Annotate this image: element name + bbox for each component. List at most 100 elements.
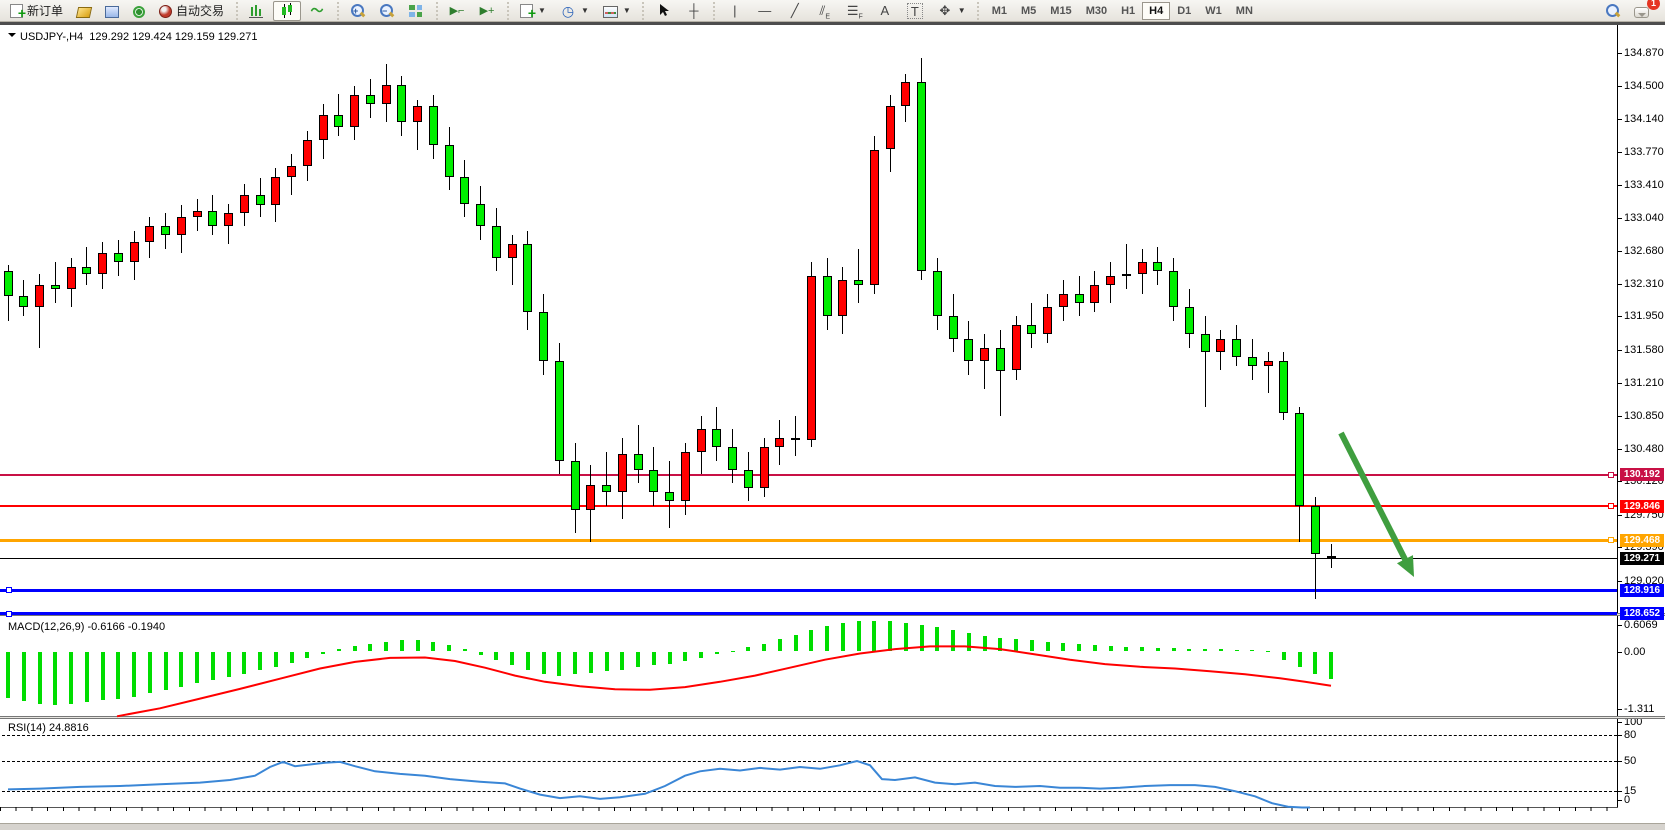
text-label-tool-button[interactable]: T <box>901 1 929 21</box>
chart-window-button[interactable] <box>99 1 125 21</box>
macd-histogram-bar <box>1092 644 1097 652</box>
candle-body <box>680 451 690 502</box>
arrows-tool-button[interactable]: ✥ ▼ <box>931 1 972 21</box>
candle-body <box>1326 556 1336 559</box>
timeframe-button-w1[interactable]: W1 <box>1205 4 1222 17</box>
price-hline[interactable] <box>0 473 1617 476</box>
cursor-tool-button[interactable] <box>650 1 678 21</box>
panel-splitter[interactable] <box>0 716 1665 719</box>
macd-histogram-bar <box>352 646 357 652</box>
candle-wick <box>984 334 985 389</box>
macd-histogram-bar <box>1297 651 1302 667</box>
price-hline[interactable] <box>0 557 1617 559</box>
candle-body <box>1263 361 1273 366</box>
price-tick <box>1618 86 1622 88</box>
macd-histogram-bar <box>746 647 751 652</box>
macd-histogram-bar <box>494 651 499 661</box>
toolbar-separator <box>975 1 981 20</box>
candle-body <box>570 460 580 511</box>
candle-body <box>413 106 422 123</box>
macd-histogram-bar <box>21 651 26 701</box>
rsi-panel[interactable] <box>0 720 1617 807</box>
macd-histogram-bar <box>573 651 577 675</box>
macd-histogram-bar <box>1171 647 1176 652</box>
fibonacci-icon: ☰F <box>846 2 863 21</box>
rsi-level-dash <box>2 791 1617 793</box>
arrows-icon: ✥ <box>939 2 951 18</box>
zoom-in-button[interactable]: + <box>344 1 371 21</box>
tile-windows-icon <box>408 2 425 19</box>
channel-tool-button[interactable]: ⫽E <box>811 1 839 21</box>
chart-shift-button[interactable]: ▶⌐ <box>443 1 471 21</box>
timeframe-button-m1[interactable]: M1 <box>991 4 1007 17</box>
rsi-level-dash <box>2 761 1617 762</box>
price-tick <box>1618 383 1622 385</box>
candle-body <box>743 469 753 488</box>
candle-body <box>885 106 895 150</box>
signals-button[interactable] <box>127 1 151 21</box>
zoom-out-icon: − <box>379 3 394 18</box>
text-tool-button[interactable]: A <box>871 1 899 21</box>
line-chart-button[interactable]: 〜 <box>303 1 331 21</box>
macd-histogram-bar <box>919 624 924 652</box>
zoom-out-button[interactable]: − <box>373 1 400 21</box>
macd-histogram-bar <box>541 651 546 674</box>
macd-histogram-bar <box>982 636 987 652</box>
signal-waves-icon <box>133 5 146 18</box>
timeframe-button-h4[interactable]: H4 <box>1142 1 1171 20</box>
market-watch-button[interactable] <box>71 1 97 21</box>
vertical-line-tool-button[interactable]: | <box>721 1 749 21</box>
chart-symbol-header[interactable]: USDJPY-,H4 129.292 129.424 129.159 129.2… <box>8 31 258 43</box>
line-anchor-handle[interactable] <box>1608 471 1614 478</box>
timeframe-button-h1[interactable]: H1 <box>1121 4 1136 17</box>
macd-histogram-bar <box>856 621 861 652</box>
price-tick <box>1618 218 1622 220</box>
price-line-label: 129.846 <box>1620 499 1664 513</box>
bar-chart-button[interactable] <box>243 1 271 21</box>
price-tick-label: 133.410 <box>1624 178 1664 191</box>
price-tick <box>1618 316 1622 318</box>
macd-histogram-bar <box>1203 649 1207 652</box>
candle-body <box>1058 293 1068 308</box>
macd-histogram-bar <box>1329 651 1333 679</box>
price-hline[interactable] <box>0 588 1617 592</box>
rsi-scale-label: 0 <box>1624 794 1631 806</box>
timeframe-button-mn[interactable]: MN <box>1235 4 1253 17</box>
auto-scroll-button[interactable]: ▶+ <box>473 1 501 21</box>
tile-windows-button[interactable] <box>402 1 430 21</box>
indicators-button[interactable]: ▼ <box>514 1 552 21</box>
line-anchor-handle[interactable] <box>1608 537 1614 544</box>
templates-button[interactable]: ▼ <box>597 1 637 21</box>
price-tick <box>1618 547 1622 549</box>
line-anchor-handle[interactable] <box>6 610 12 617</box>
timeframe-button-m5[interactable]: M5 <box>1021 4 1037 17</box>
rsi-scale-tick <box>1618 735 1622 737</box>
price-hline[interactable] <box>0 505 1617 508</box>
search-button[interactable] <box>1599 1 1626 21</box>
periods-button[interactable]: ◷ ▼ <box>554 1 595 21</box>
candle-wick <box>606 451 607 506</box>
timeframe-button-m15[interactable]: M15 <box>1050 4 1072 17</box>
symbol-timeframe: USDJPY-,H4 <box>20 31 84 43</box>
fibonacci-tool-button[interactable]: ☰F <box>841 1 869 21</box>
auto-trading-button[interactable]: 自动交易 <box>153 1 230 21</box>
price-hline[interactable] <box>0 538 1617 542</box>
price-hline[interactable] <box>0 612 1617 616</box>
trendline-tool-button[interactable]: ╱ <box>781 1 809 21</box>
macd-histogram-bar <box>620 651 625 671</box>
candle-body <box>208 210 218 227</box>
line-anchor-handle[interactable] <box>6 587 12 594</box>
notifications-button[interactable]: 1 <box>1628 0 1660 21</box>
gold-bar-icon <box>75 6 93 18</box>
timeframe-button-m30[interactable]: M30 <box>1085 4 1108 17</box>
candle-body <box>1137 262 1147 274</box>
line-anchor-handle[interactable] <box>1608 503 1614 510</box>
horizontal-line-tool-button[interactable]: — <box>751 1 779 21</box>
candlestick-chart-button[interactable] <box>273 0 302 21</box>
time-axis[interactable]: 22 Dec 202222 Dec 16:0023 Dec 08:0027 De… <box>0 808 1618 823</box>
macd-histogram-bar <box>1124 647 1129 652</box>
line-chart-icon: 〜 <box>310 2 324 18</box>
new-order-button[interactable]: 新订单 <box>4 1 69 21</box>
timeframe-button-d1[interactable]: D1 <box>1177 4 1192 17</box>
crosshair-tool-button[interactable]: ┼ <box>680 1 708 21</box>
